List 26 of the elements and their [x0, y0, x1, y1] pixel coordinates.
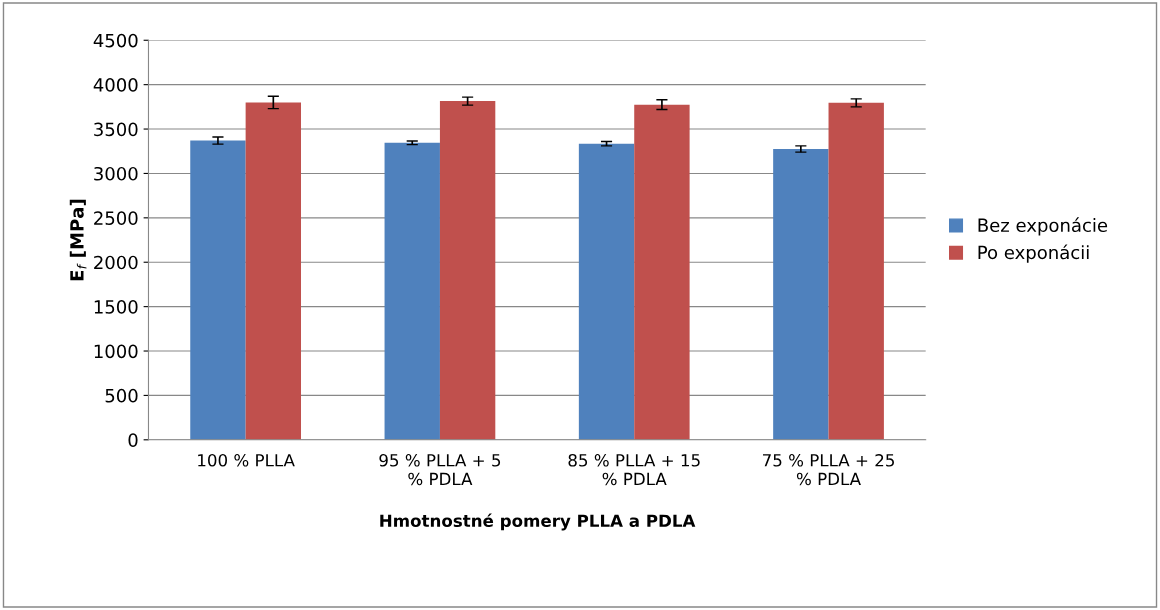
bar — [190, 140, 246, 440]
legend-label: Bez exponácie — [978, 217, 1108, 236]
y-tick-label: 1500 — [94, 300, 138, 314]
y-tick-label: 4500 — [93, 33, 138, 48]
x-tick-label: 75 % PLLA + 25 % PDLA — [762, 453, 894, 486]
bar — [578, 143, 635, 440]
y-tick-label: 2000 — [94, 255, 138, 270]
y-tick-label: 2500 — [94, 211, 138, 225]
y-tick-label: 1000 — [94, 344, 138, 359]
x-tick-label: 95 % PLLA + 5 % PDLA — [379, 453, 501, 486]
legend-label: Po exponácii — [978, 244, 1089, 263]
y-tick-label: 500 — [105, 388, 138, 403]
bar — [384, 142, 440, 440]
y-tick-label: 3500 — [94, 122, 138, 137]
y-tick-label: 3000 — [94, 166, 138, 181]
bar — [439, 101, 496, 440]
bar — [245, 102, 302, 440]
bar — [828, 102, 884, 440]
x-axis-title: Hmotnostné pomery PLLA a PDLA — [380, 513, 696, 531]
y-axis-title: E$_{f}$ [MPa] — [69, 199, 87, 281]
bar — [634, 104, 690, 440]
y-tick-label: 0 — [128, 433, 138, 447]
y-tick-label: 4000 — [93, 78, 138, 92]
x-tick-label: 85 % PLLA + 15 % PDLA — [568, 453, 700, 486]
x-tick-label: 100 % PLLA — [198, 453, 295, 467]
bar — [773, 149, 829, 440]
